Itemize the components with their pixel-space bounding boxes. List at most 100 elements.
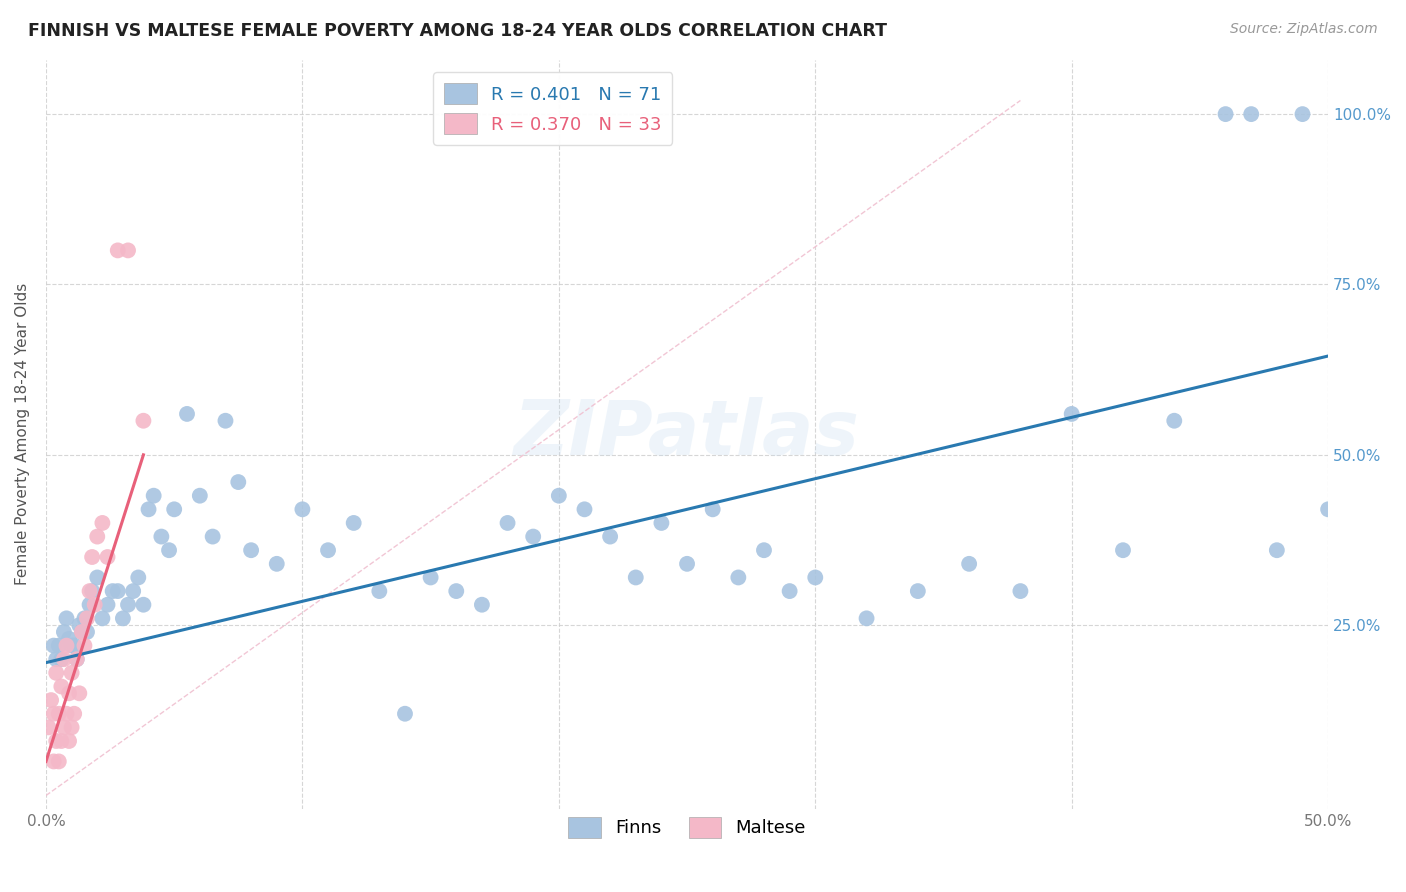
Point [624, 570, 647, 584]
Point [343, 516, 366, 530]
Point [70, 624, 93, 639]
Point [58, 632, 80, 646]
Point [496, 516, 519, 530]
Point [471, 598, 494, 612]
Point [60, 665, 83, 680]
Point [394, 706, 416, 721]
Point [752, 543, 775, 558]
Point [957, 557, 980, 571]
Point [1317, 502, 1340, 516]
Point [107, 244, 129, 258]
Point [214, 414, 236, 428]
Point [727, 570, 749, 584]
Point [522, 530, 544, 544]
Point [45, 652, 67, 666]
Point [226, 475, 249, 489]
Point [52, 624, 75, 639]
Point [132, 598, 155, 612]
Point [201, 530, 224, 544]
Point [157, 543, 180, 558]
Point [58, 734, 80, 748]
Point [1215, 107, 1237, 121]
Point [419, 570, 441, 584]
Point [138, 502, 160, 516]
Point [1112, 543, 1135, 558]
Point [804, 570, 827, 584]
Point [1010, 584, 1032, 599]
Legend: Finns, Maltese: Finns, Maltese [561, 810, 813, 845]
Point [42, 639, 65, 653]
Point [51, 652, 73, 666]
Point [48, 639, 70, 653]
Point [163, 502, 186, 516]
Point [60, 720, 83, 734]
Point [51, 734, 73, 748]
Point [101, 584, 124, 599]
Point [91, 611, 114, 625]
Point [107, 584, 129, 599]
Point [91, 516, 114, 530]
Point [86, 570, 108, 584]
Point [96, 549, 118, 564]
Point [45, 734, 67, 748]
Point [58, 686, 80, 700]
Point [55, 639, 77, 653]
Point [1060, 407, 1083, 421]
Point [63, 706, 86, 721]
Point [1265, 543, 1288, 558]
Point [55, 611, 77, 625]
Point [52, 652, 75, 666]
Point [446, 584, 468, 599]
Point [48, 755, 70, 769]
Point [67, 618, 90, 632]
Point [547, 489, 569, 503]
Point [67, 686, 90, 700]
Point [574, 502, 596, 516]
Point [66, 652, 89, 666]
Point [82, 584, 104, 599]
Point [51, 680, 73, 694]
Point [73, 611, 96, 625]
Point [1163, 414, 1185, 428]
Point [127, 570, 149, 584]
Point [650, 516, 672, 530]
Point [55, 706, 77, 721]
Text: FINNISH VS MALTESE FEMALE POVERTY AMONG 18-24 YEAR OLDS CORRELATION CHART: FINNISH VS MALTESE FEMALE POVERTY AMONG … [28, 22, 887, 40]
Point [48, 706, 70, 721]
Point [63, 639, 86, 653]
Point [907, 584, 929, 599]
Point [86, 530, 108, 544]
Point [176, 407, 198, 421]
Point [76, 611, 98, 625]
Point [368, 584, 391, 599]
Point [291, 502, 314, 516]
Point [76, 624, 98, 639]
Point [150, 530, 173, 544]
Point [1291, 107, 1313, 121]
Point [855, 611, 877, 625]
Point [73, 639, 96, 653]
Point [111, 611, 134, 625]
Text: ZIPatlas: ZIPatlas [515, 397, 860, 471]
Point [39, 693, 62, 707]
Point [1240, 107, 1263, 121]
Point [117, 598, 139, 612]
Point [70, 624, 93, 639]
Text: Source: ZipAtlas.com: Source: ZipAtlas.com [1230, 22, 1378, 37]
Point [142, 489, 165, 503]
Point [52, 720, 75, 734]
Point [45, 665, 67, 680]
Point [188, 489, 211, 503]
Point [122, 584, 145, 599]
Point [79, 584, 101, 599]
Point [779, 584, 801, 599]
Point [66, 652, 89, 666]
Point [60, 639, 83, 653]
Point [240, 543, 263, 558]
Point [79, 598, 101, 612]
Y-axis label: Female Poverty Among 18-24 Year Olds: Female Poverty Among 18-24 Year Olds [15, 284, 30, 585]
Point [96, 598, 118, 612]
Point [117, 244, 139, 258]
Point [702, 502, 724, 516]
Point [42, 755, 65, 769]
